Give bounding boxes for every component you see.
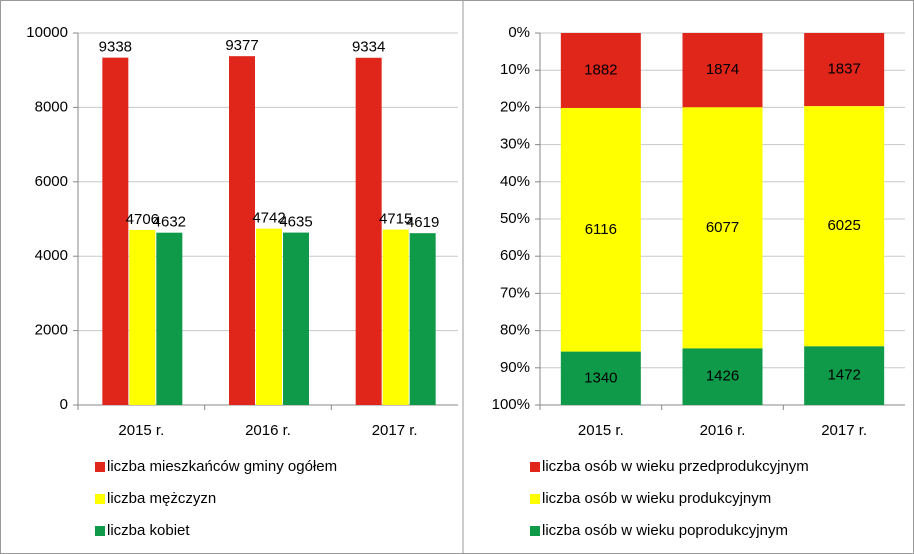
data-label: 4742 — [252, 210, 285, 227]
x-tick-label: 2016 r. — [700, 422, 746, 439]
y-tick-label: 60% — [500, 247, 530, 264]
data-label: 1426 — [706, 368, 739, 385]
legend-label: liczba osób w wieku poprodukcyjnym — [542, 522, 788, 539]
y-tick-label: 2000 — [35, 322, 68, 339]
data-label: 4635 — [279, 214, 312, 231]
bar — [355, 57, 382, 405]
y-tick-label: 0% — [508, 24, 530, 41]
x-tick-label: 2017 r. — [372, 422, 418, 439]
legend-label: liczba osób w wieku przedprodukcyjnym — [542, 458, 809, 475]
bar — [156, 232, 183, 405]
data-label: 1837 — [827, 61, 860, 78]
bar — [256, 228, 282, 405]
y-tick-label: 30% — [500, 136, 530, 153]
data-label: 4706 — [126, 211, 159, 228]
x-tick-label: 2015 r. — [578, 422, 624, 439]
bar-segment — [560, 107, 641, 352]
legend-label: liczba mężczyzn — [107, 490, 216, 507]
legend-marker — [530, 526, 540, 536]
bar — [229, 56, 255, 405]
legend-label: liczba kobiet — [107, 522, 190, 539]
bar-segment — [804, 106, 885, 347]
y-tick-label: 70% — [500, 284, 530, 301]
legend-marker — [530, 494, 540, 504]
data-label: 9338 — [99, 39, 132, 56]
x-tick-label: 2017 r. — [821, 422, 867, 439]
data-label: 4619 — [406, 214, 439, 231]
y-tick-label: 20% — [500, 98, 530, 115]
bar — [283, 232, 309, 405]
bar-segment — [560, 33, 641, 108]
legend-marker — [95, 494, 105, 504]
data-label: 1472 — [827, 367, 860, 384]
bar — [129, 229, 156, 405]
legend-label: liczba mieszkańców gminy ogółem — [107, 458, 337, 475]
y-tick-label: 10000 — [26, 24, 68, 41]
data-label: 9377 — [225, 37, 258, 54]
bar — [102, 57, 129, 405]
legend-label: liczba osób w wieku produkcyjnym — [542, 490, 771, 507]
y-tick-label: 8000 — [35, 98, 68, 115]
x-tick-label: 2016 r. — [245, 422, 291, 439]
data-label: 1340 — [584, 369, 617, 386]
data-label: 6116 — [585, 221, 617, 238]
bar — [382, 229, 409, 405]
y-tick-label: 50% — [500, 210, 530, 227]
y-tick-label: 6000 — [35, 173, 68, 190]
bar-segment — [682, 33, 763, 108]
y-tick-label: 40% — [500, 173, 530, 190]
data-label: 1874 — [706, 61, 739, 78]
legend-marker — [530, 462, 540, 472]
data-label: 6025 — [827, 217, 860, 234]
data-label: 6077 — [706, 219, 739, 236]
data-label: 1882 — [584, 61, 617, 78]
bar-segment — [560, 351, 641, 405]
data-label: 9334 — [352, 39, 385, 56]
legend-marker — [95, 526, 105, 536]
data-label: 4715 — [379, 211, 412, 228]
x-tick-label: 2015 r. — [118, 422, 164, 439]
bar — [409, 233, 436, 405]
bar-segment — [804, 33, 885, 107]
bar-segment — [804, 346, 885, 405]
y-tick-label: 0 — [60, 396, 68, 413]
bar-segment — [682, 348, 763, 405]
data-label: 4632 — [153, 214, 186, 231]
legend-marker — [95, 462, 105, 472]
y-tick-label: 90% — [500, 359, 530, 376]
y-tick-label: 4000 — [35, 247, 68, 264]
y-tick-label: 10% — [500, 61, 530, 78]
bar-segment — [682, 107, 763, 349]
y-tick-label: 80% — [500, 322, 530, 339]
y-tick-label: 100% — [492, 396, 530, 413]
